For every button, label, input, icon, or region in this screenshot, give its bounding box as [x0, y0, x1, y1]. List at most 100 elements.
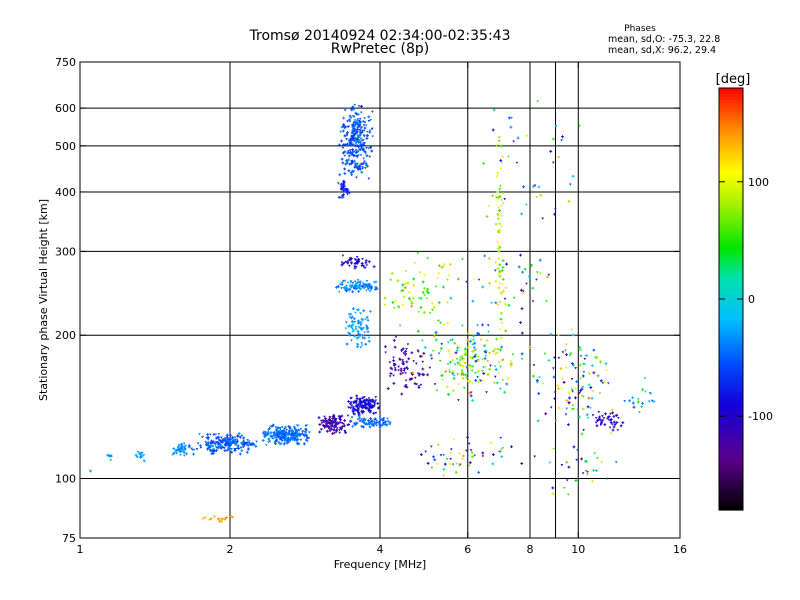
colorbar-band [719, 413, 743, 418]
data-point [328, 429, 332, 433]
data-point [579, 389, 582, 393]
data-point [572, 445, 576, 449]
data-point [175, 448, 178, 452]
data-point [357, 326, 361, 329]
data-point [593, 452, 597, 455]
colorbar-band [719, 214, 743, 219]
data-point [234, 448, 238, 451]
data-point [333, 432, 336, 435]
data-point [351, 315, 354, 319]
data-point [362, 265, 365, 268]
data-point [430, 466, 434, 469]
data-point [436, 443, 440, 447]
data-point [361, 282, 365, 285]
data-point [354, 266, 358, 269]
data-point [446, 362, 450, 366]
data-point [411, 371, 415, 375]
data-point [204, 441, 207, 444]
data-point [106, 454, 109, 457]
data-point [444, 370, 448, 373]
data-point [341, 185, 345, 189]
data-point [496, 212, 500, 216]
data-point [236, 446, 239, 449]
data-point [434, 333, 438, 336]
data-point [345, 134, 349, 137]
data-point [589, 407, 592, 410]
data-point [458, 359, 462, 362]
colorbar-band [719, 494, 743, 499]
data-point [466, 372, 470, 375]
data-point [340, 287, 343, 290]
data-point [358, 283, 362, 287]
data-point [394, 299, 398, 303]
data-point [500, 269, 504, 272]
stats-x-mode: mean, sd,X: 96.2, 29.4 [608, 45, 716, 56]
y-tick-label: 75 [62, 532, 76, 545]
colorbar-band [719, 118, 743, 122]
data-point [599, 423, 603, 427]
data-point [400, 350, 403, 353]
colorbar-band [719, 383, 743, 388]
data-point [502, 202, 505, 205]
data-point [219, 446, 223, 450]
data-point [356, 405, 359, 408]
data-point [498, 387, 502, 390]
data-point [366, 330, 370, 334]
data-point [361, 161, 365, 165]
data-point [182, 442, 186, 445]
data-point [342, 123, 346, 127]
data-point [363, 400, 367, 404]
data-point [343, 150, 347, 154]
data-point [284, 430, 288, 434]
data-point [581, 472, 585, 475]
colorbar-band [719, 302, 743, 306]
data-point [350, 124, 354, 127]
colorbar-band [719, 292, 743, 297]
data-point [320, 428, 323, 431]
data-point [220, 436, 223, 439]
data-point [360, 344, 364, 347]
data-point [498, 209, 501, 212]
data-point [208, 518, 211, 522]
data-point [494, 301, 498, 305]
data-point [360, 317, 364, 321]
data-point [330, 420, 334, 423]
data-point [436, 277, 439, 280]
data-point [338, 143, 341, 147]
data-point [350, 261, 353, 265]
data-point [373, 421, 377, 425]
data-point [437, 264, 441, 268]
grid-lines [80, 62, 680, 538]
colorbar-band [719, 446, 743, 451]
data-point [549, 149, 553, 153]
data-point [357, 149, 360, 152]
colorbar-band [719, 151, 743, 155]
data-point [216, 441, 219, 444]
data-point [304, 439, 308, 442]
data-point [499, 365, 502, 368]
data-point [348, 316, 352, 319]
data-point [460, 370, 464, 373]
data-point [349, 144, 353, 147]
data-point [229, 433, 232, 437]
data-point [343, 279, 347, 283]
data-point [613, 423, 617, 426]
data-point [266, 434, 269, 437]
data-point [336, 421, 340, 425]
colorbar-band [719, 256, 743, 261]
colorbar-band [719, 154, 743, 158]
data-point [321, 419, 325, 422]
data-point [461, 360, 465, 363]
data-point [354, 128, 357, 131]
data-point [355, 422, 359, 425]
data-point [548, 461, 552, 464]
data-point [494, 279, 498, 283]
data-point [450, 448, 453, 451]
data-point [590, 364, 594, 368]
data-point [432, 455, 435, 459]
data-point [423, 273, 426, 276]
colorbar-ticks: -100 0 100 [719, 176, 773, 423]
data-point [481, 370, 484, 373]
data-point [461, 454, 465, 458]
data-point [389, 372, 393, 375]
